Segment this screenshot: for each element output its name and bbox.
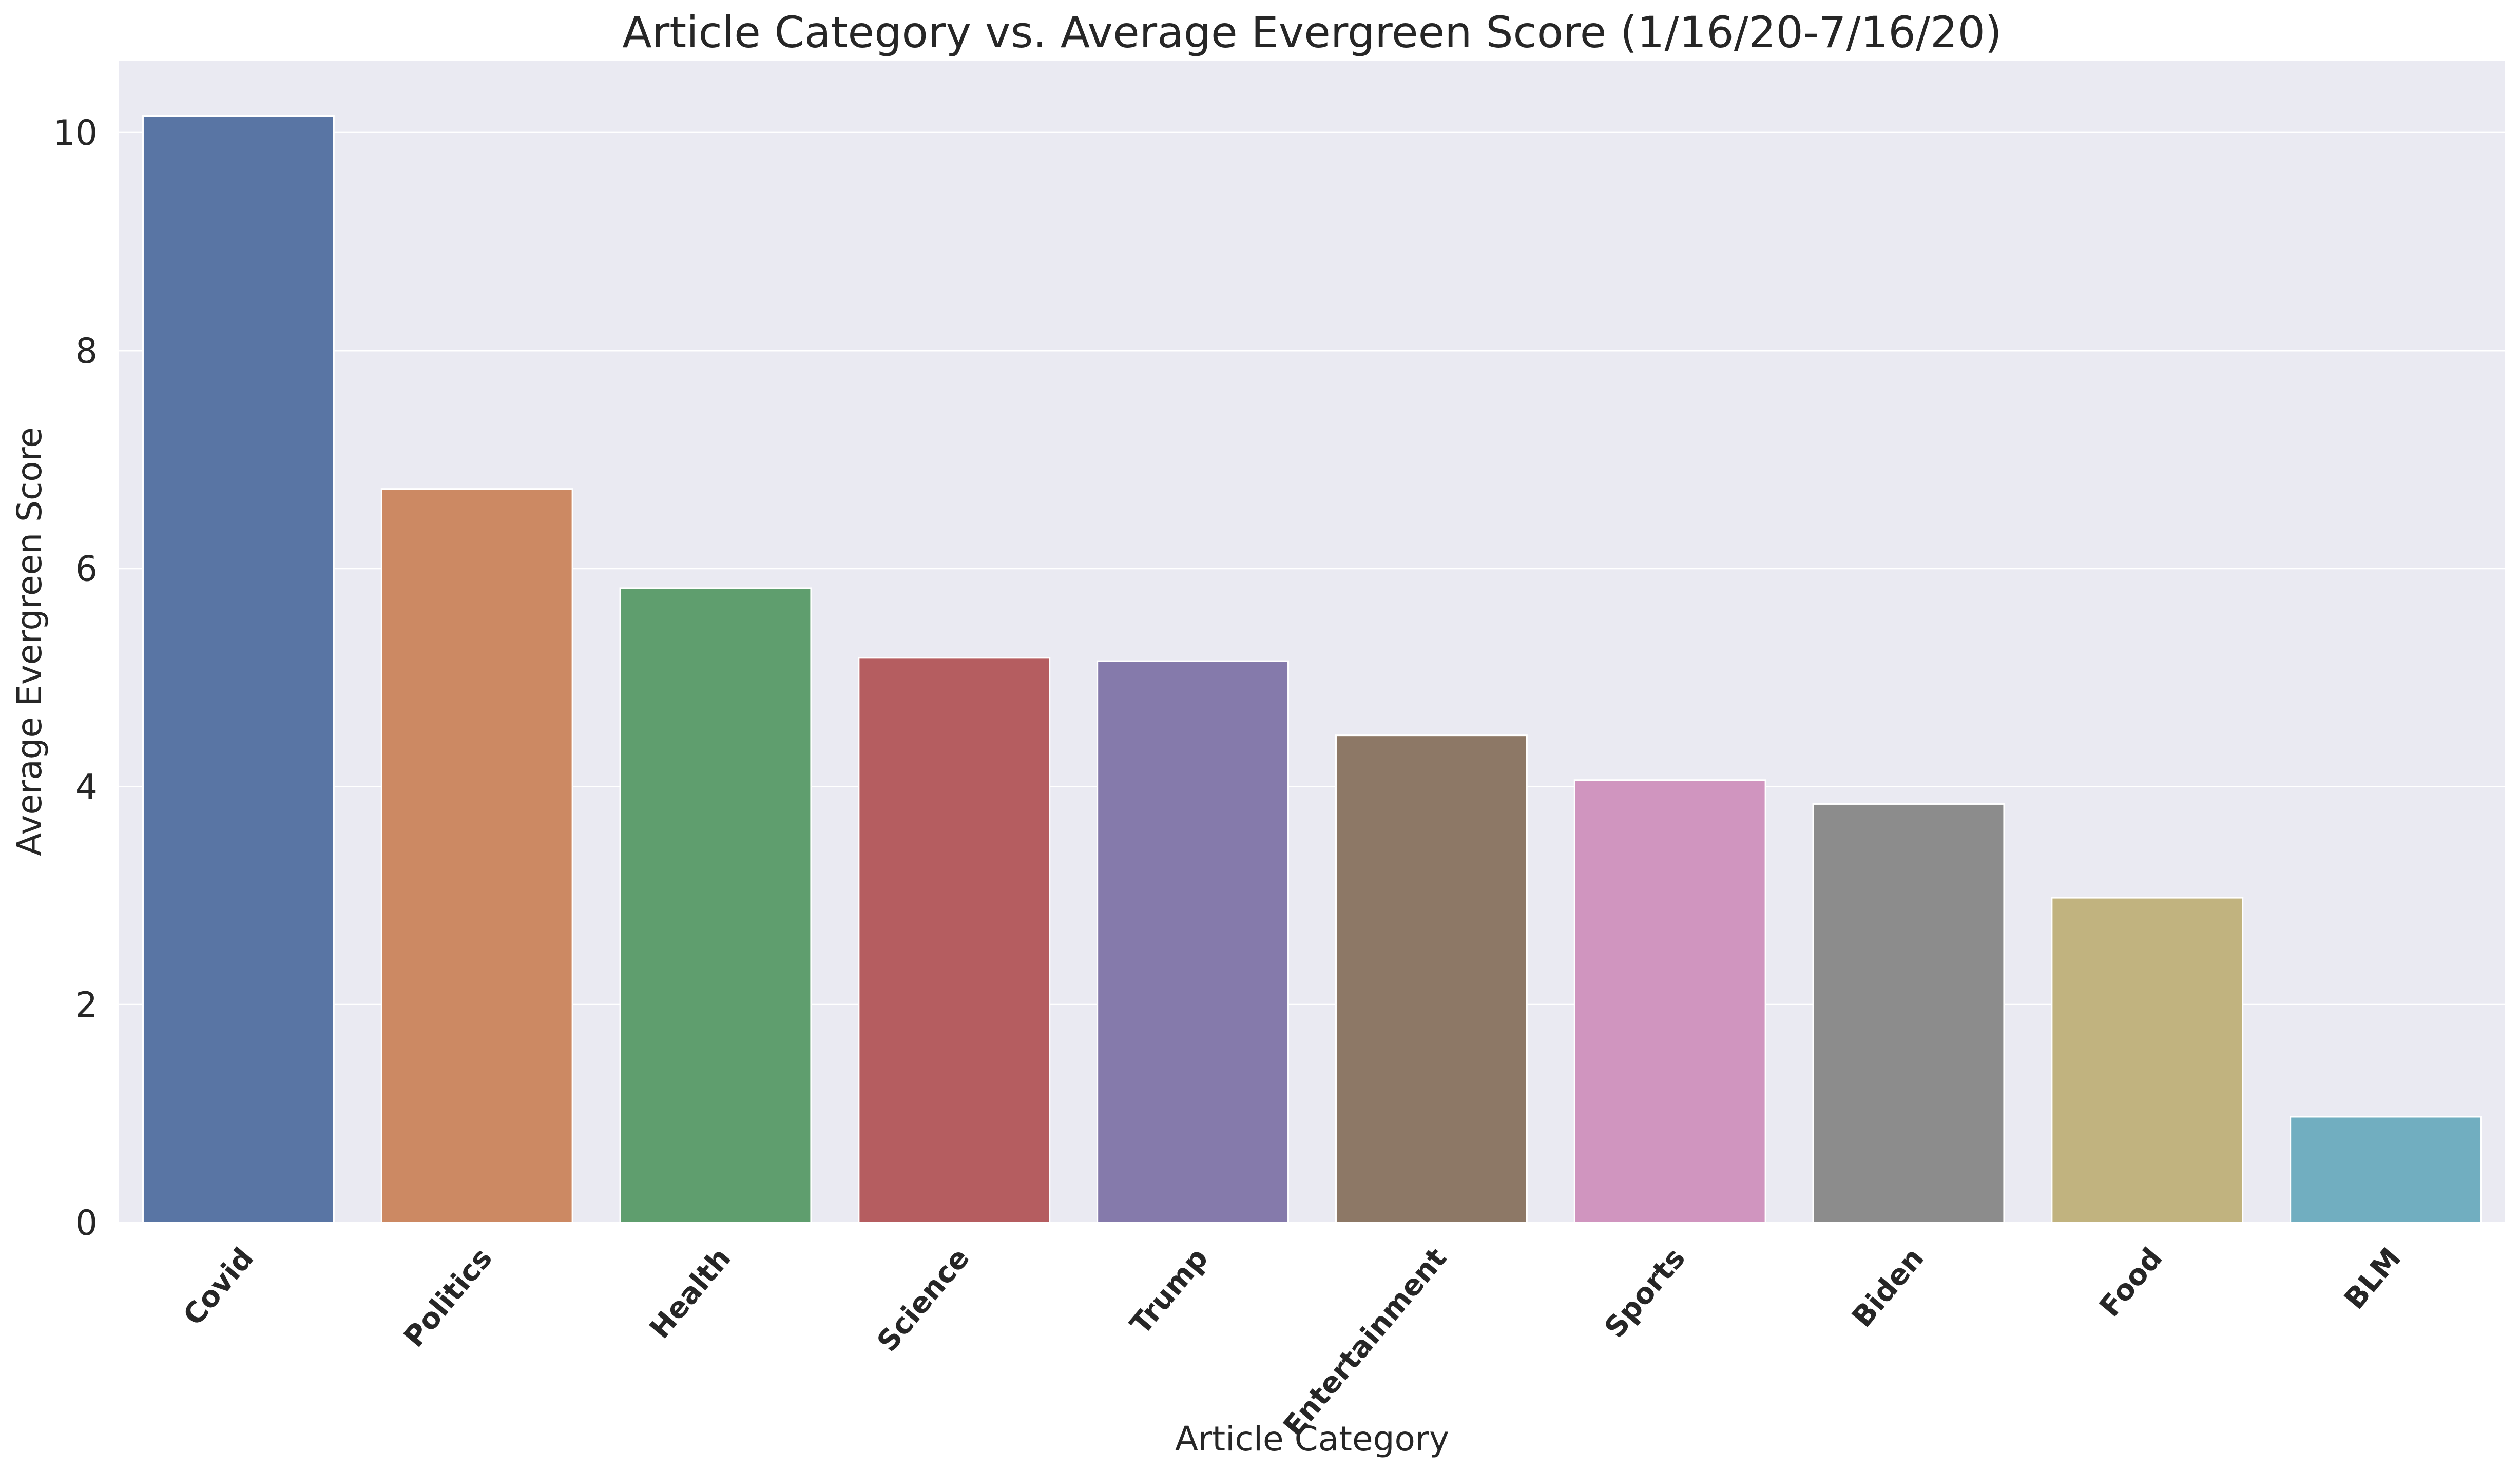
- y-tick-label: 0: [75, 1203, 98, 1244]
- x-tick-label-entertainment: Entertainment: [1277, 1242, 1454, 1443]
- y-tick-label: 8: [75, 331, 98, 372]
- y-axis-label: Average Evergreen Score: [10, 427, 49, 856]
- bar-sports: [1573, 779, 1766, 1224]
- x-tick-label-trump: Trump: [1124, 1242, 1215, 1341]
- bar-covid: [142, 115, 335, 1224]
- x-tick-label-food: Food: [2093, 1242, 2169, 1323]
- x-tick-label-health: Health: [643, 1242, 738, 1345]
- bar-entertainment: [1335, 734, 1528, 1224]
- chart-title: Article Category vs. Average Evergreen S…: [622, 7, 2002, 57]
- x-tick-label-politics: Politics: [397, 1242, 499, 1353]
- y-axis-ticks: 0 2 4 6 8 10: [53, 113, 98, 1244]
- x-tick-label-blm: BLM: [2338, 1242, 2408, 1316]
- y-tick-label: 2: [75, 985, 98, 1025]
- bar-blm: [2290, 1116, 2483, 1224]
- x-tick-label-biden: Biden: [1845, 1242, 1930, 1334]
- x-tick-label-sports: Sports: [1598, 1242, 1692, 1344]
- y-tick-label: 6: [75, 549, 98, 590]
- x-axis-ticks: Covid Politics Health Science Trump Entertain…: [177, 1242, 2408, 1443]
- bar-science: [858, 657, 1051, 1224]
- bar-trump: [1097, 660, 1290, 1224]
- bar-biden: [1812, 803, 2005, 1224]
- bar-health: [619, 587, 812, 1224]
- x-axis-label: Article Category: [1175, 1419, 1449, 1459]
- x-tick-label-science: Science: [871, 1242, 976, 1358]
- bar-politics: [380, 488, 573, 1224]
- bar-food: [2051, 897, 2244, 1224]
- y-tick-label: 10: [53, 113, 98, 153]
- bars: [142, 115, 2483, 1224]
- x-tick-label-covid: Covid: [177, 1242, 261, 1332]
- y-tick-label: 4: [75, 767, 98, 807]
